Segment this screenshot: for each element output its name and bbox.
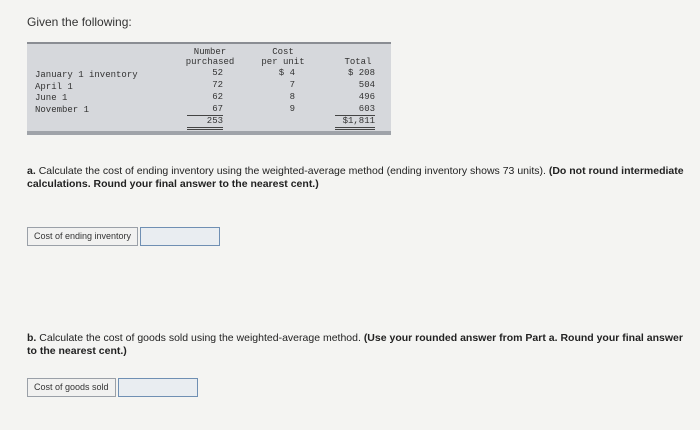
header-number-line2: purchased xyxy=(185,57,235,67)
row-number: 62 xyxy=(212,92,223,102)
row-cost: 9 xyxy=(289,104,295,114)
row-label: November 1 xyxy=(35,105,90,115)
ending-inventory-row: Cost of ending inventory xyxy=(27,227,221,246)
header-cost-line2: per unit xyxy=(261,57,305,67)
row-label: January 1 inventory xyxy=(35,70,138,80)
row-number: 52 xyxy=(212,68,223,78)
total-number: 253 xyxy=(187,116,223,130)
question-b-prefix: b. xyxy=(27,332,37,344)
intro-text: Given the following: xyxy=(27,15,132,29)
inventory-table: Number purchased Cost per unit Total Jan… xyxy=(27,42,391,132)
header-cost: Cost per unit xyxy=(257,47,309,67)
question-b-instruction: (Use your rounded answer from Part a. Ro… xyxy=(27,332,683,357)
row-total: $ 208 xyxy=(347,68,375,78)
question-b-text: Calculate the cost of goods sold using t… xyxy=(39,332,361,344)
header-number-line1: Number xyxy=(193,47,227,57)
table-bottom-rule xyxy=(27,131,391,135)
row-cost: $ 4 xyxy=(278,68,295,78)
question-b: b. Calculate the cost of goods sold usin… xyxy=(27,332,687,358)
row-total: 603 xyxy=(335,104,375,116)
question-a-text: Calculate the cost of ending inventory u… xyxy=(38,165,546,177)
header-total: Total xyxy=(344,57,372,67)
question-a-prefix: a. xyxy=(27,165,36,177)
cogs-input[interactable] xyxy=(117,378,198,397)
row-cost: 7 xyxy=(289,80,295,90)
question-a-instruction: (Do not round intermediate calculations.… xyxy=(27,165,684,190)
row-label: June 1 xyxy=(35,93,68,103)
row-label: April 1 xyxy=(35,82,73,92)
row-number: 67 xyxy=(187,104,223,116)
row-total: 496 xyxy=(358,92,375,102)
row-cost: 8 xyxy=(289,92,295,102)
cogs-row: Cost of goods sold xyxy=(27,378,198,397)
question-a: a. Calculate the cost of ending inventor… xyxy=(27,165,687,191)
row-number: 72 xyxy=(212,80,223,90)
row-total: 504 xyxy=(358,80,375,90)
ending-inventory-label: Cost of ending inventory xyxy=(27,227,139,246)
total-cost: $1,811 xyxy=(335,116,375,130)
ending-inventory-input[interactable] xyxy=(140,227,221,246)
header-number: Number purchased xyxy=(179,47,241,67)
cogs-label: Cost of goods sold xyxy=(27,378,116,397)
header-cost-line1: Cost xyxy=(272,47,294,57)
